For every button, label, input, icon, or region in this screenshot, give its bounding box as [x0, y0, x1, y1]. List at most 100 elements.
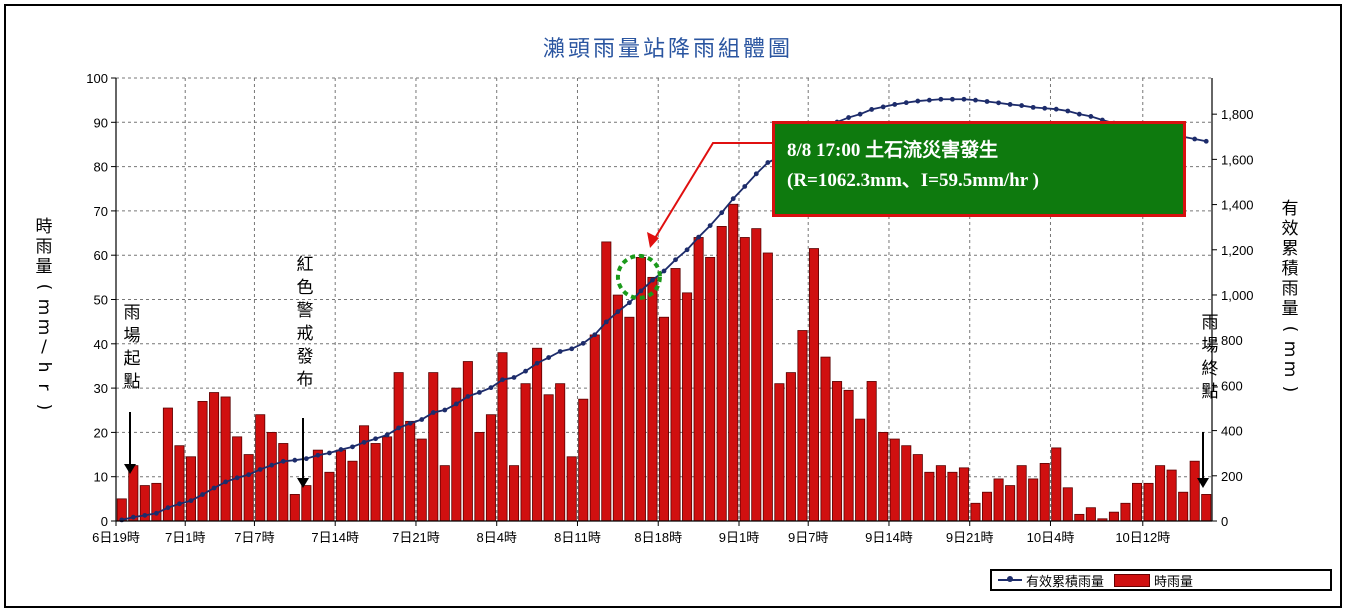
cumulative-rain-point — [1019, 103, 1025, 108]
line-marker-icon — [998, 576, 1022, 582]
hourly-rain-bar — [855, 418, 866, 522]
annotation-char: 場 — [124, 326, 141, 346]
vertical-char: ) — [1280, 386, 1300, 393]
arrow-head — [1197, 478, 1209, 488]
hourly-rain-bar — [1178, 491, 1189, 522]
hourly-rain-bar — [1166, 469, 1177, 522]
hourly-rain-bar — [312, 449, 323, 522]
hourly-rain-bar — [947, 471, 958, 522]
cumulative-rain-point — [580, 340, 586, 346]
vertical-char: 量 — [36, 257, 53, 277]
vertical-char: 時 — [36, 217, 53, 237]
callout-leader-line — [651, 142, 772, 244]
hourly-rain-bar — [762, 252, 773, 522]
cumulative-rain-point — [200, 492, 205, 497]
left-tick-label: 80 — [94, 160, 108, 175]
cumulative-rain-point — [1065, 108, 1071, 114]
cumulative-rain-point — [938, 96, 944, 102]
hourly-rain-bar — [935, 465, 946, 522]
left-tick-label: 100 — [86, 71, 108, 86]
hourly-rain-bar — [670, 268, 681, 522]
end-arrow-icon — [1197, 432, 1209, 488]
cumulative-rain-point — [246, 472, 252, 478]
cumulative-rain-point — [419, 417, 425, 422]
annotation-char: 點 — [124, 372, 141, 392]
callout-arrow-icon — [647, 232, 659, 248]
x-axis-ticks: 6日19時 7日1時 7日7時 7日14時 7日21時 8日4時 8日11時 8日18時 9日1… — [92, 521, 1170, 545]
right-tick-label: 1,800 — [1221, 107, 1254, 122]
right-tick-label: 400 — [1221, 424, 1243, 439]
left-tick-label: 90 — [94, 115, 108, 130]
hourly-rain-bar — [889, 438, 900, 522]
start-arrow-icon — [124, 412, 136, 474]
hourly-rain-bar — [589, 334, 600, 522]
right-axis-label-text: 有效累積雨量 (mm) — [1280, 199, 1300, 392]
cumulative-rain-point — [303, 456, 309, 462]
right-tick-label: 600 — [1221, 378, 1243, 393]
hourly-rain-bar — [1005, 485, 1016, 522]
disaster-callout: 8/8 17:00 土石流災害發生 (R=1062.3mm、I=59.5mm/h… — [772, 121, 1186, 217]
cumulative-rain-point — [661, 268, 667, 274]
vertical-char: ( — [34, 284, 54, 291]
x-tick-label: 9日1時 — [719, 530, 759, 545]
hourly-rain-bar — [912, 454, 923, 522]
hourly-rain-bar — [624, 316, 635, 522]
cumulative-rain-point — [315, 452, 321, 458]
hourly-rain-bar — [185, 456, 197, 522]
cumulative-rain-point — [361, 439, 367, 445]
cumulative-rain-point — [950, 96, 955, 102]
annotation-char: 色 — [297, 278, 314, 298]
cumulative-rain-point — [165, 505, 171, 511]
cumulative-rain-point — [1042, 105, 1048, 111]
cumulative-rain-point — [569, 346, 575, 352]
cumulative-rain-point — [465, 394, 471, 399]
hourly-rain-bar — [1201, 494, 1212, 522]
cumulative-rain-point — [384, 432, 390, 438]
hourly-rain-bar — [266, 431, 277, 522]
annotation-char: 起 — [124, 349, 141, 369]
vertical-char: 積 — [1282, 259, 1299, 279]
cumulative-rain-point — [1007, 102, 1013, 107]
right-tick-label: 1,000 — [1221, 288, 1254, 303]
annotation-char: 布 — [297, 370, 314, 390]
vertical-char: m — [1280, 341, 1300, 358]
cumulative-rain-point — [211, 485, 217, 491]
cumulative-rain-point — [523, 368, 528, 374]
vertical-char: 雨 — [36, 237, 53, 257]
cumulative-rain-point — [673, 257, 678, 263]
left-tick-label: 0 — [101, 514, 108, 529]
cumulative-rain-point — [996, 100, 1001, 106]
x-tick-label: 10日12時 — [1115, 530, 1170, 545]
cumulative-rain-point — [488, 385, 494, 391]
cumulative-rain-point — [592, 332, 598, 338]
left-tick-label: 30 — [94, 381, 108, 396]
left-axis-label-text: 時雨量(mm/hr) — [34, 217, 54, 410]
legend-item-hourly: 時雨量 — [1114, 571, 1193, 590]
cumulative-rain-point — [546, 355, 552, 360]
hourly-rain-bar — [520, 383, 531, 522]
hourly-rain-bar — [1028, 478, 1039, 522]
hourly-rain-bar — [197, 400, 208, 522]
left-tick-label: 20 — [94, 425, 108, 440]
bar-series — [116, 203, 1212, 522]
cumulative-rain-point — [511, 375, 517, 380]
right-tick-label: 1,600 — [1221, 152, 1254, 167]
hourly-rain-bar — [785, 372, 796, 522]
vertical-char: 量 — [1282, 299, 1299, 319]
left-tick-label: 40 — [94, 337, 108, 352]
hourly-rain-bar — [532, 347, 543, 522]
right-tick-label: 0 — [1221, 514, 1228, 529]
vertical-char: 雨 — [1282, 279, 1299, 299]
cumulative-rain-point — [707, 223, 713, 228]
hourly-rain-bar — [647, 276, 658, 522]
cumulative-rain-point — [719, 210, 725, 216]
cumulative-rain-point — [638, 288, 644, 294]
cumulative-rain-point — [442, 407, 448, 413]
hourly-rain-bar — [1120, 502, 1131, 522]
x-tick-label: 8日4時 — [476, 530, 516, 545]
hourly-rain-bar — [509, 465, 520, 522]
cumulative-rain-point — [603, 319, 609, 325]
left-tick-label: 50 — [94, 293, 108, 308]
cumulative-rain-point — [534, 360, 540, 366]
